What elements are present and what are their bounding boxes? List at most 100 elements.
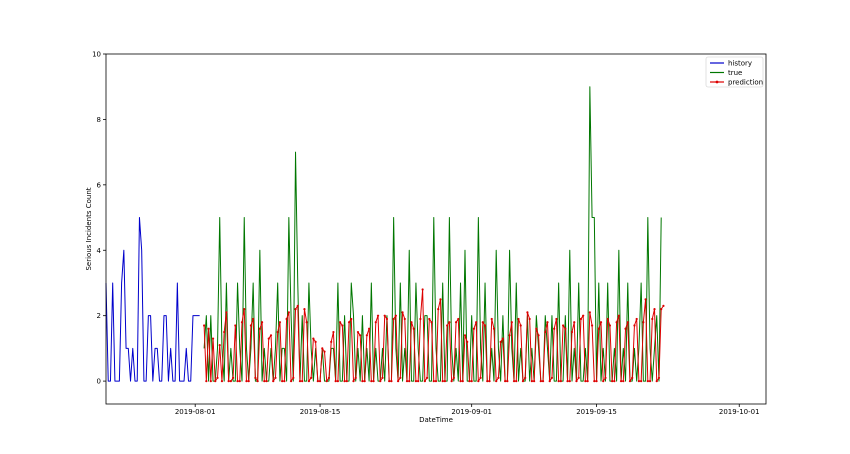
series-point-prediction	[463, 334, 467, 337]
series-point-prediction	[365, 334, 368, 337]
series-point-prediction	[421, 288, 424, 291]
legend-marker-prediction	[715, 80, 719, 84]
series-point-prediction	[655, 380, 658, 383]
series-point-prediction	[370, 380, 373, 383]
series-point-prediction	[283, 380, 286, 383]
series-point-prediction	[354, 376, 357, 379]
series-point-prediction	[225, 311, 228, 314]
series-point-prediction	[648, 380, 652, 383]
x-axis-label: DateTime	[419, 416, 453, 424]
series-point-prediction	[635, 317, 638, 321]
series-point-prediction	[566, 380, 569, 383]
series-point-prediction	[390, 380, 393, 383]
series-point-prediction	[633, 324, 636, 327]
series-point-prediction	[305, 321, 308, 324]
series-point-prediction	[611, 380, 614, 383]
series-point-prediction	[599, 321, 603, 324]
series-point-prediction	[249, 324, 253, 327]
series-point-prediction	[590, 324, 594, 327]
series-point-prediction	[325, 380, 328, 383]
series-point-prediction	[530, 380, 533, 383]
series-point-prediction	[644, 298, 647, 301]
series-point-prediction	[604, 376, 607, 379]
series-point-prediction	[624, 327, 627, 330]
series-point-prediction	[312, 337, 315, 340]
series-point-prediction	[307, 380, 311, 383]
legend-box	[705, 56, 764, 88]
series-point-prediction	[254, 376, 257, 379]
series-point-prediction	[419, 317, 422, 321]
series-point-prediction	[510, 321, 513, 324]
series-point-prediction	[497, 376, 500, 379]
series-point-prediction	[461, 380, 464, 383]
x-tick-label: 2019-08-15	[300, 408, 341, 416]
series-point-prediction	[252, 317, 255, 321]
series-point-prediction	[586, 380, 589, 383]
series-point-prediction	[405, 380, 409, 383]
plot-frame	[105, 53, 767, 405]
series-point-prediction	[448, 321, 451, 324]
series-point-prediction	[626, 321, 629, 324]
series-line-true	[203, 86, 662, 382]
series-point-prediction	[267, 337, 270, 340]
x-tick-label: 2019-09-15	[576, 408, 617, 416]
series-point-prediction	[512, 380, 516, 383]
series-point-prediction	[470, 380, 473, 383]
series-point-prediction	[653, 308, 656, 311]
series-point-prediction	[526, 311, 529, 314]
y-tick-label: 6	[97, 181, 102, 189]
series-point-prediction	[550, 376, 554, 379]
series-point-prediction	[339, 321, 342, 324]
series-point-prediction	[336, 380, 339, 383]
series-point-prediction	[318, 380, 322, 383]
series-point-prediction	[343, 380, 346, 383]
series-point-prediction	[383, 314, 386, 317]
series-point-prediction	[454, 321, 458, 324]
series-point-prediction	[481, 321, 484, 324]
series-point-prediction	[613, 380, 616, 383]
series-point-prediction	[483, 324, 487, 327]
series-point-prediction	[350, 317, 353, 321]
series-point-prediction	[606, 317, 609, 321]
series-point-prediction	[227, 380, 230, 383]
series-point-prediction	[584, 380, 587, 383]
series-point-prediction	[265, 380, 268, 383]
series-point-prediction	[479, 376, 482, 379]
series-point-prediction	[597, 327, 600, 330]
series-point-prediction	[330, 340, 333, 343]
series-point-prediction	[269, 334, 273, 337]
y-tick-label: 8	[97, 116, 101, 124]
series-point-prediction	[588, 311, 591, 314]
series-point-prediction	[214, 380, 217, 383]
series-point-prediction	[508, 334, 511, 337]
series-point-prediction	[495, 380, 498, 383]
series-point-prediction	[475, 321, 478, 324]
series-point-prediction	[608, 324, 612, 327]
series-point-prediction	[327, 376, 331, 379]
series-point-prediction	[437, 308, 440, 311]
series-point-prediction	[394, 314, 397, 317]
series-point-prediction	[272, 380, 275, 383]
series-point-prediction	[281, 380, 284, 383]
series-point-prediction	[423, 380, 426, 383]
series-point-prediction	[218, 344, 221, 347]
series-point-prediction	[223, 330, 226, 334]
series-point-prediction	[240, 321, 244, 324]
series-point-prediction	[392, 317, 395, 321]
y-tick-label: 0	[97, 378, 101, 386]
series-point-prediction	[528, 317, 531, 321]
series-point-prediction	[466, 340, 469, 343]
series-point-prediction	[316, 380, 319, 383]
series-point-prediction	[417, 380, 420, 383]
series-point-prediction	[401, 311, 404, 314]
series-point-prediction	[459, 380, 462, 383]
y-axis-label: Serious Incidents Count	[85, 187, 93, 270]
legend-label-history: history	[728, 60, 752, 68]
x-axis: 2019-08-01 2019-08-15 2019-09-01 2019-09-15…	[175, 404, 760, 416]
series-point-prediction	[289, 380, 293, 383]
series-point-prediction	[414, 380, 418, 383]
series-point-prediction	[441, 380, 444, 383]
series-point-prediction	[220, 380, 224, 383]
series-true	[203, 86, 662, 382]
series-point-prediction	[278, 321, 282, 324]
